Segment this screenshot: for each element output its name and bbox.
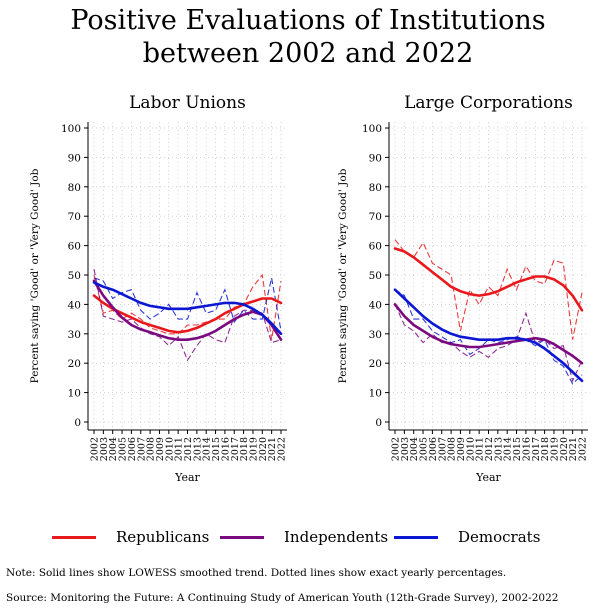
legend-label-republicans: Republicans <box>116 528 210 546</box>
chart-title-line-2: between 2002 and 2022 <box>142 38 474 69</box>
chart-panel-labor-unions: Labor Unions0102030405060708090100200220… <box>29 93 288 484</box>
y-tick-label-80: 80 <box>369 182 382 194</box>
legend-label-independents: Independents <box>284 528 389 546</box>
y-tick-label-40: 40 <box>68 299 81 311</box>
x-tick-label-2015: 2015 <box>211 437 222 461</box>
chart-title: Positive Evaluations of Institutions bet… <box>0 4 616 70</box>
x-tick-label-2014: 2014 <box>202 437 213 461</box>
x-tick-label-2022: 2022 <box>578 437 589 461</box>
series-line-democrats-yearly <box>394 289 583 385</box>
x-tick-label-2006: 2006 <box>127 437 138 461</box>
x-tick-label-2005: 2005 <box>118 437 129 461</box>
x-tick-label-2013: 2013 <box>192 437 203 461</box>
y-tick-label-50: 50 <box>369 270 382 282</box>
x-tick-label-2006: 2006 <box>428 437 439 461</box>
x-tick-label-2005: 2005 <box>419 437 430 461</box>
legend-item-republicans: Republicans <box>52 526 209 548</box>
x-axis-label: Year <box>174 471 200 484</box>
chart-title-line-1: Positive Evaluations of Institutions <box>70 5 546 36</box>
y-tick-label-80: 80 <box>68 182 81 194</box>
x-tick-label-2018: 2018 <box>239 437 250 461</box>
y-tick-label-60: 60 <box>68 241 81 253</box>
series-line-independents-yearly <box>394 304 583 383</box>
series-line-democrats-smoothed <box>393 288 584 383</box>
series-line-republicans-smoothed <box>393 247 584 312</box>
y-tick-label-30: 30 <box>369 329 382 341</box>
x-tick-label-2019: 2019 <box>248 437 259 461</box>
x-tick-label-2018: 2018 <box>540 437 551 461</box>
x-tick-label-2009: 2009 <box>155 437 166 461</box>
y-tick-label-100: 100 <box>61 123 81 135</box>
x-tick-label-2017: 2017 <box>230 437 241 461</box>
legend: Republicans Independents Democrats <box>0 526 616 548</box>
x-tick-label-2008: 2008 <box>146 437 157 461</box>
x-tick-label-2014: 2014 <box>503 437 514 461</box>
y-tick-label-70: 70 <box>369 211 382 223</box>
y-axis-label: Percent saying 'Good' or 'Very Good' Job <box>337 168 349 383</box>
legend-item-independents: Independents <box>220 526 388 548</box>
y-tick-label-60: 60 <box>369 241 382 253</box>
x-tick-label-2012: 2012 <box>183 437 194 461</box>
legend-label-democrats: Democrats <box>458 528 541 546</box>
x-tick-label-2015: 2015 <box>512 437 523 461</box>
chart-panel-large-corporations: Large Corporations 0 10 20 30 40 50 60 70 80 90 100… <box>337 93 589 484</box>
legend-swatch-republicans <box>52 535 96 539</box>
panel-title: Labor Unions <box>129 93 246 113</box>
x-tick-label-2003: 2003 <box>400 437 411 461</box>
x-tick-label-2003: 2003 <box>99 437 110 461</box>
y-tick-label-0: 0 <box>375 417 382 429</box>
legend-swatch-independents <box>220 535 264 539</box>
x-tick-label-2022: 2022 <box>277 437 288 461</box>
note-text: Note: Solid lines show LOWESS smoothed t… <box>6 567 507 579</box>
x-tick-label-2007: 2007 <box>437 437 448 461</box>
series-line-independents-yearly <box>93 268 282 362</box>
x-tick-label-2010: 2010 <box>465 437 476 461</box>
x-tick-label-2011: 2011 <box>174 437 185 461</box>
y-axis-label: Percent saying 'Good' or 'Very Good' Job <box>29 168 41 383</box>
x-axis-label: Year <box>475 471 501 484</box>
source-text: Source: Monitoring the Future: A Continu… <box>6 592 559 604</box>
y-tick-label-50: 50 <box>68 270 81 282</box>
x-tick-label-2008: 2008 <box>447 437 458 461</box>
x-tick-label-2009: 2009 <box>456 437 467 461</box>
x-tick-label-2021: 2021 <box>568 437 579 461</box>
panel-title: Large Corporations <box>404 93 573 113</box>
series-line-independents-smoothed <box>393 303 584 365</box>
x-tick-label-2011: 2011 <box>475 437 486 461</box>
x-tick-label-2004: 2004 <box>108 437 119 461</box>
y-tick-label-10: 10 <box>369 388 382 400</box>
series-line-democrats-yearly <box>93 277 282 331</box>
x-tick-label-2019: 2019 <box>549 437 560 461</box>
series-line-independents-smoothed <box>92 279 283 342</box>
y-tick-label-0: 0 <box>74 417 81 429</box>
y-tick-label-10: 10 <box>68 388 81 400</box>
y-tick-label-20: 20 <box>369 358 382 370</box>
y-tick-label-100: 100 <box>362 123 382 135</box>
x-tick-label-2021: 2021 <box>267 437 278 461</box>
x-tick-label-2017: 2017 <box>531 437 542 461</box>
series-line-republicans-smoothed <box>92 294 283 334</box>
legend-swatch-democrats <box>394 535 438 539</box>
y-tick-label-30: 30 <box>68 329 81 341</box>
x-tick-label-2004: 2004 <box>409 437 420 461</box>
x-tick-label-2016: 2016 <box>220 437 231 461</box>
x-tick-label-2007: 2007 <box>136 437 147 461</box>
x-tick-label-2016: 2016 <box>521 437 532 461</box>
x-tick-label-2010: 2010 <box>164 437 175 461</box>
series-line-democrats-smoothed <box>92 281 283 336</box>
y-tick-label-40: 40 <box>369 299 382 311</box>
x-tick-label-2002: 2002 <box>391 437 402 461</box>
legend-item-democrats: Democrats <box>394 526 540 548</box>
x-tick-label-2012: 2012 <box>484 437 495 461</box>
y-tick-label-90: 90 <box>369 152 382 164</box>
x-tick-label-2020: 2020 <box>258 437 269 461</box>
y-tick-label-20: 20 <box>68 358 81 370</box>
series-line-republicans-yearly <box>93 273 282 340</box>
y-tick-label-70: 70 <box>68 211 81 223</box>
x-tick-label-2013: 2013 <box>493 437 504 461</box>
x-tick-label-2002: 2002 <box>90 437 101 461</box>
y-tick-label-90: 90 <box>68 152 81 164</box>
x-tick-label-2020: 2020 <box>559 437 570 461</box>
